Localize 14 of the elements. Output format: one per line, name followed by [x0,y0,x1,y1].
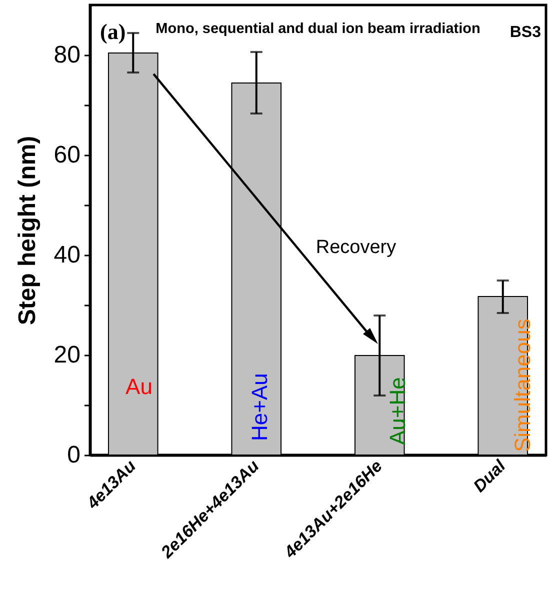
y-tick-label: 80 [54,42,80,68]
annotation: Au+He [385,377,410,445]
y-tick-label: 20 [54,342,80,368]
y-tick-label: 0 [67,442,80,468]
annotation: He+Au [247,373,272,441]
y-tick-label: 60 [54,142,80,168]
text: Mono, sequential and dual ion beam irradiation [156,21,480,37]
annotation: Au [126,374,152,399]
annotation: Simultaneous [510,318,535,452]
annotation: BS3 [510,24,542,41]
annotation: (a) [100,19,126,44]
annotation: Recovery [316,237,397,258]
y-axis-title: Step height (nm) [14,136,41,326]
y-tick-label: 40 [54,242,80,268]
